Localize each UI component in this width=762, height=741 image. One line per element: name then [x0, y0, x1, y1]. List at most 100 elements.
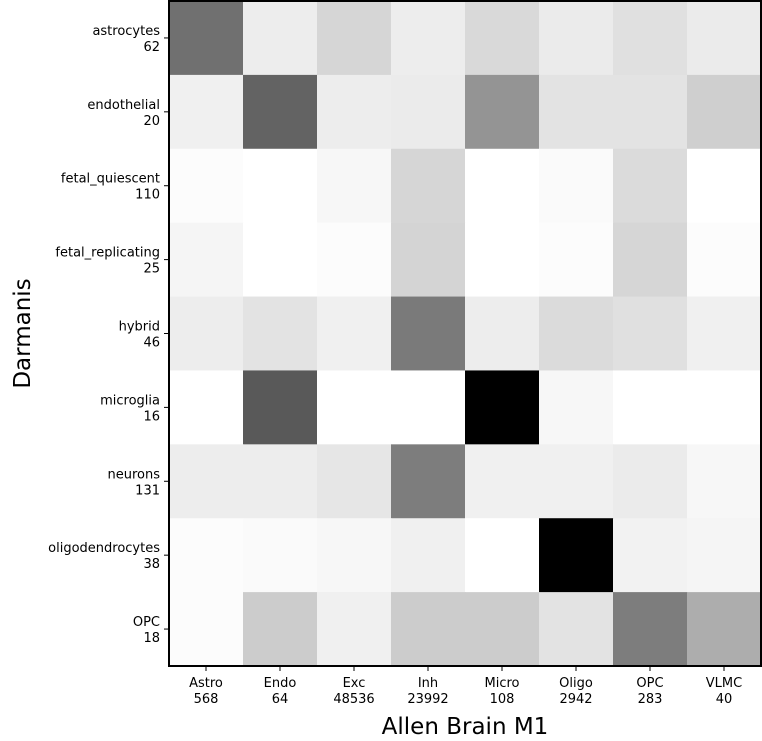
x-tick-count: 64 [272, 692, 289, 707]
heatmap-cell [391, 518, 466, 593]
heatmap-cell [613, 1, 688, 76]
heatmap-cell [317, 1, 392, 76]
y-tick-label: endothelial [87, 98, 160, 113]
heatmap-cell [169, 1, 244, 76]
x-tick-label: Inh [418, 676, 438, 691]
heatmap-cell [243, 1, 318, 76]
x-tick-count: 23992 [407, 692, 448, 707]
heatmap-cell [687, 74, 762, 150]
heatmap-cell [243, 74, 318, 150]
heatmap-cell [317, 222, 392, 298]
heatmap-cell [169, 222, 244, 298]
heatmap-cell [243, 592, 318, 667]
x-axis-title: Allen Brain M1 [382, 714, 549, 740]
y-tick-count: 20 [143, 114, 160, 129]
heatmap-cell [465, 222, 540, 298]
heatmap-cell [169, 444, 244, 519]
heatmap-cell [391, 1, 466, 76]
y-tick-label: fetal_replicating [55, 246, 160, 261]
x-tick-label: Endo [264, 676, 297, 691]
y-tick-count: 18 [143, 631, 160, 646]
x-tick-count: 40 [716, 692, 733, 707]
heatmap-cell [613, 74, 688, 150]
x-tick-count: 2942 [559, 692, 592, 707]
heatmap-cell [169, 74, 244, 150]
heatmap-cell [687, 296, 762, 371]
heatmap-cell [243, 444, 318, 519]
y-tick-count: 38 [143, 557, 160, 572]
heatmap-cell [317, 518, 392, 593]
x-tick-label: Astro [189, 676, 223, 691]
heatmap-cell [465, 296, 540, 371]
heatmap-cell [169, 592, 244, 667]
x-tick-count: 568 [194, 692, 219, 707]
heatmap-cell [613, 148, 688, 224]
x-tick-count: 48536 [333, 692, 374, 707]
heatmap-cell [391, 444, 466, 519]
heatmap-cell [465, 74, 540, 150]
heatmap-cell [465, 1, 540, 76]
y-tick-label: hybrid [119, 320, 160, 335]
heatmap-cell [613, 518, 688, 593]
x-tick-label: Oligo [559, 676, 593, 691]
heatmap-cell [317, 444, 392, 519]
heatmap-cell [687, 518, 762, 593]
y-tick-count: 62 [143, 40, 160, 55]
heatmap-cell [169, 518, 244, 593]
heatmap-cell [317, 296, 392, 371]
heatmap-cell [391, 370, 466, 445]
heatmap-cell [243, 518, 318, 593]
y-tick-label: neurons [107, 467, 160, 482]
heatmap-cell [687, 1, 762, 76]
heatmap-cell [465, 592, 540, 667]
x-tick-label: Micro [485, 676, 520, 691]
y-tick-label: oligodendrocytes [48, 541, 160, 556]
heatmap-cell [169, 148, 244, 224]
heatmap-cell [391, 148, 466, 224]
x-tick-label: Exc [343, 676, 366, 691]
heatmap-cell [465, 148, 540, 224]
heatmap-cell [613, 222, 688, 298]
heatmap-cell [687, 370, 762, 445]
heatmap-cell [687, 444, 762, 519]
y-axis-title: Darmanis [10, 278, 36, 388]
heatmap-cell [391, 74, 466, 150]
y-tick-label: microglia [100, 393, 160, 408]
heatmap-cell [613, 444, 688, 519]
heatmap-cell [539, 1, 614, 76]
heatmap-cell [169, 296, 244, 371]
heatmap-cells [169, 1, 762, 667]
heatmap-cell [317, 148, 392, 224]
heatmap-cell [539, 370, 614, 445]
heatmap-cell [539, 74, 614, 150]
heatmap-cell [539, 518, 614, 593]
heatmap-cell [243, 370, 318, 445]
heatmap-cell [687, 222, 762, 298]
heatmap-cell [391, 296, 466, 371]
heatmap-cell [317, 74, 392, 150]
heatmap-cell [613, 592, 688, 667]
y-tick-count: 16 [143, 409, 160, 424]
heatmap-cell [391, 222, 466, 298]
heatmap-cell [613, 370, 688, 445]
heatmap-cell [613, 296, 688, 371]
heatmap-cell [465, 444, 540, 519]
heatmap-cell [391, 592, 466, 667]
y-tick-count: 25 [143, 262, 160, 277]
x-tick-count: 283 [638, 692, 663, 707]
heatmap-cell [243, 222, 318, 298]
heatmap-cell [687, 148, 762, 224]
heatmap-cell [465, 370, 540, 445]
heatmap-cell [243, 148, 318, 224]
y-tick-count: 131 [135, 483, 160, 498]
heatmap-cell [465, 518, 540, 593]
y-tick-count: 46 [143, 336, 160, 351]
heatmap-cell [687, 592, 762, 667]
heatmap-cell [317, 370, 392, 445]
x-tick-label: VLMC [706, 676, 742, 691]
y-tick-label: astrocytes [92, 24, 160, 39]
x-tick-count: 108 [490, 692, 515, 707]
y-tick-label: fetal_quiescent [61, 172, 160, 187]
